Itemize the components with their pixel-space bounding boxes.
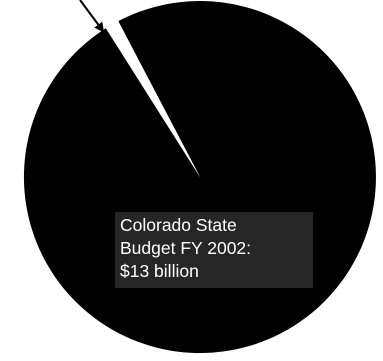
- pie-slice-small: [105, 21, 200, 177]
- pie-slices: [23, 1, 376, 354]
- annotation-line-1: Colorado State: [120, 215, 237, 235]
- budget-annotation: Colorado State Budget FY 2002: $13 billi…: [115, 212, 313, 288]
- annotation-line-2: Budget FY 2002:: [120, 238, 252, 258]
- slice-pointer-arrow: [79, 0, 105, 33]
- annotation-line-3: $13 billion: [120, 261, 199, 281]
- pie-slice-state-budget: [23, 1, 376, 354]
